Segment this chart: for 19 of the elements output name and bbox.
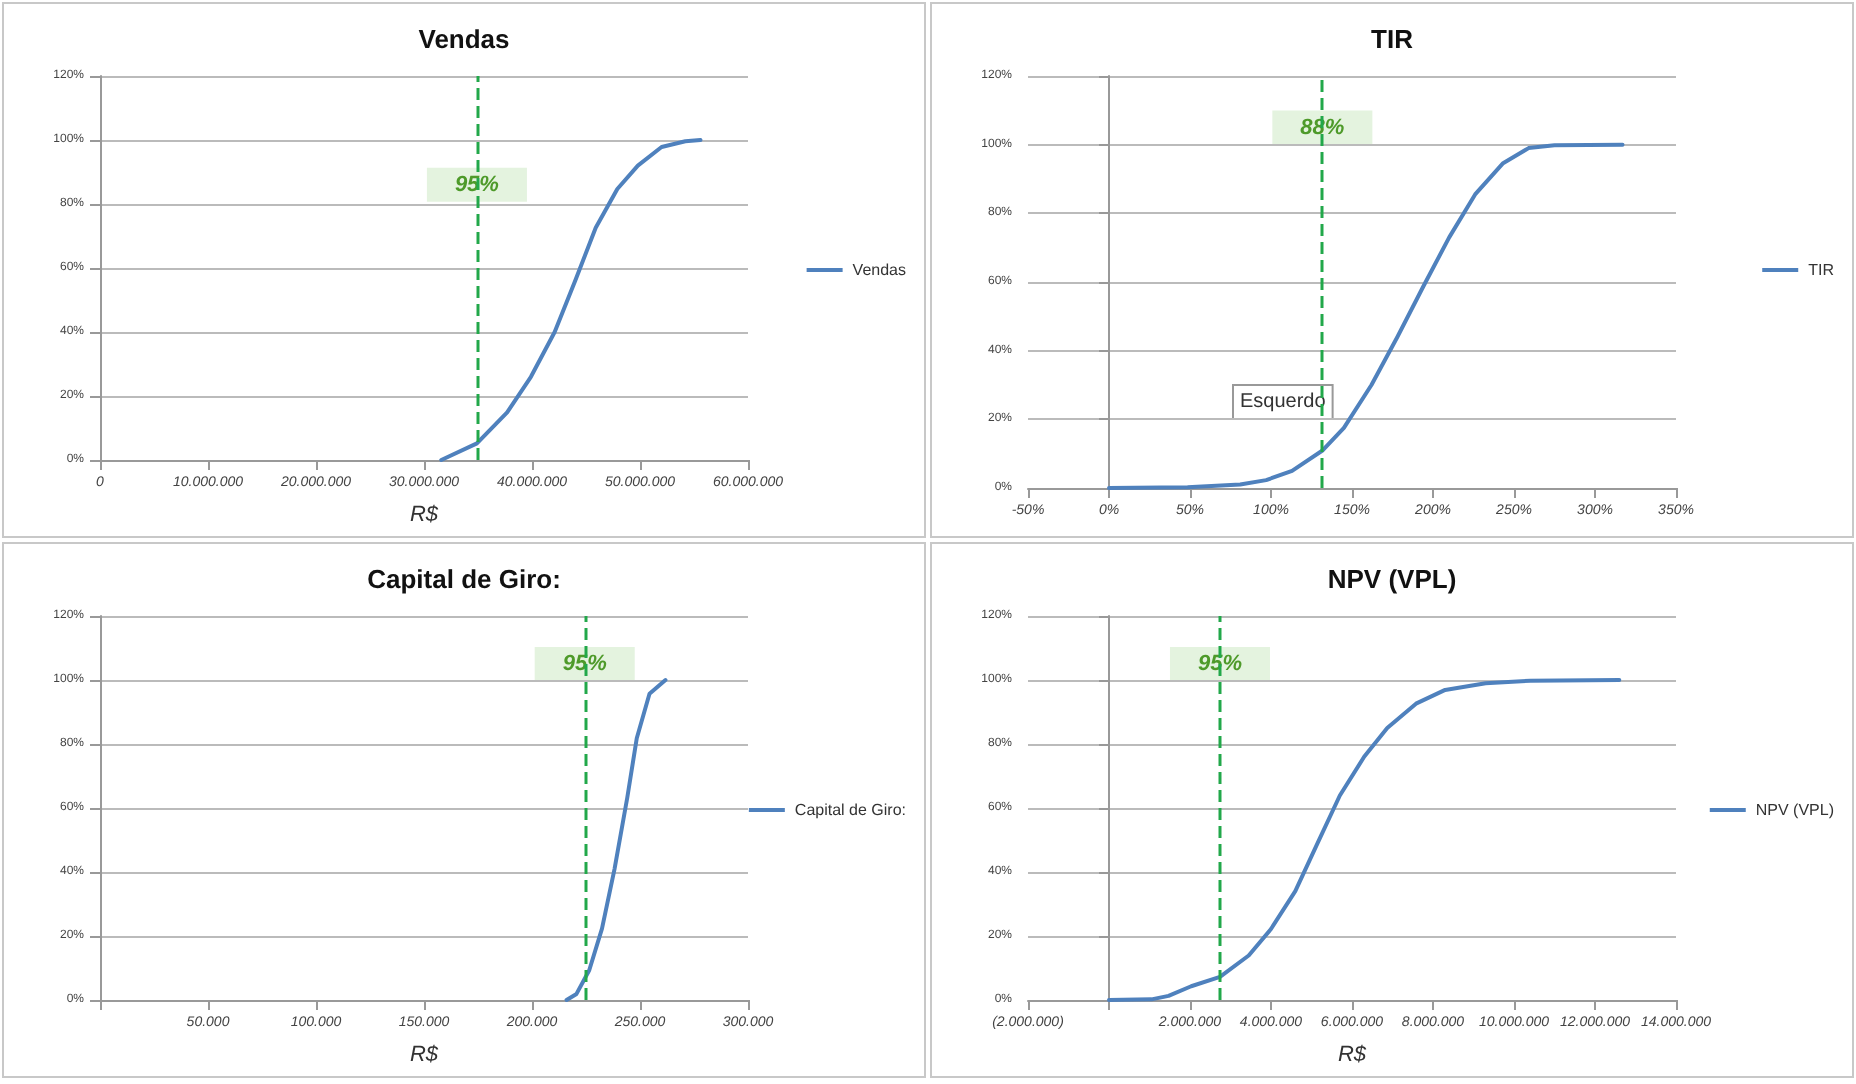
legend-label: NPV (VPL) bbox=[1755, 801, 1835, 819]
legend-label: Capital de Giro: bbox=[794, 801, 907, 819]
annotation: 95% bbox=[562, 652, 608, 676]
legend-label: TIR bbox=[1808, 261, 1835, 279]
line-series bbox=[564, 678, 668, 1002]
chart-title: Vendas bbox=[418, 24, 510, 54]
line-series bbox=[1107, 678, 1622, 1002]
chart-title: Capital de Giro: bbox=[367, 564, 561, 594]
legend-label: Vendas bbox=[852, 261, 907, 279]
line-series bbox=[1107, 142, 1625, 490]
annotation: Esquerdo bbox=[1240, 391, 1327, 413]
chart-title: NPV (VPL) bbox=[1327, 564, 1457, 594]
x-axis-title: R$ bbox=[409, 1043, 440, 1067]
chart-title: TIR bbox=[1371, 24, 1415, 54]
annotation: 88% bbox=[1300, 115, 1345, 140]
x-axis-title: R$ bbox=[1337, 1043, 1368, 1067]
x-axis-title: R$ bbox=[409, 503, 440, 527]
line-series bbox=[439, 138, 703, 462]
annotation: 95% bbox=[1197, 652, 1243, 676]
